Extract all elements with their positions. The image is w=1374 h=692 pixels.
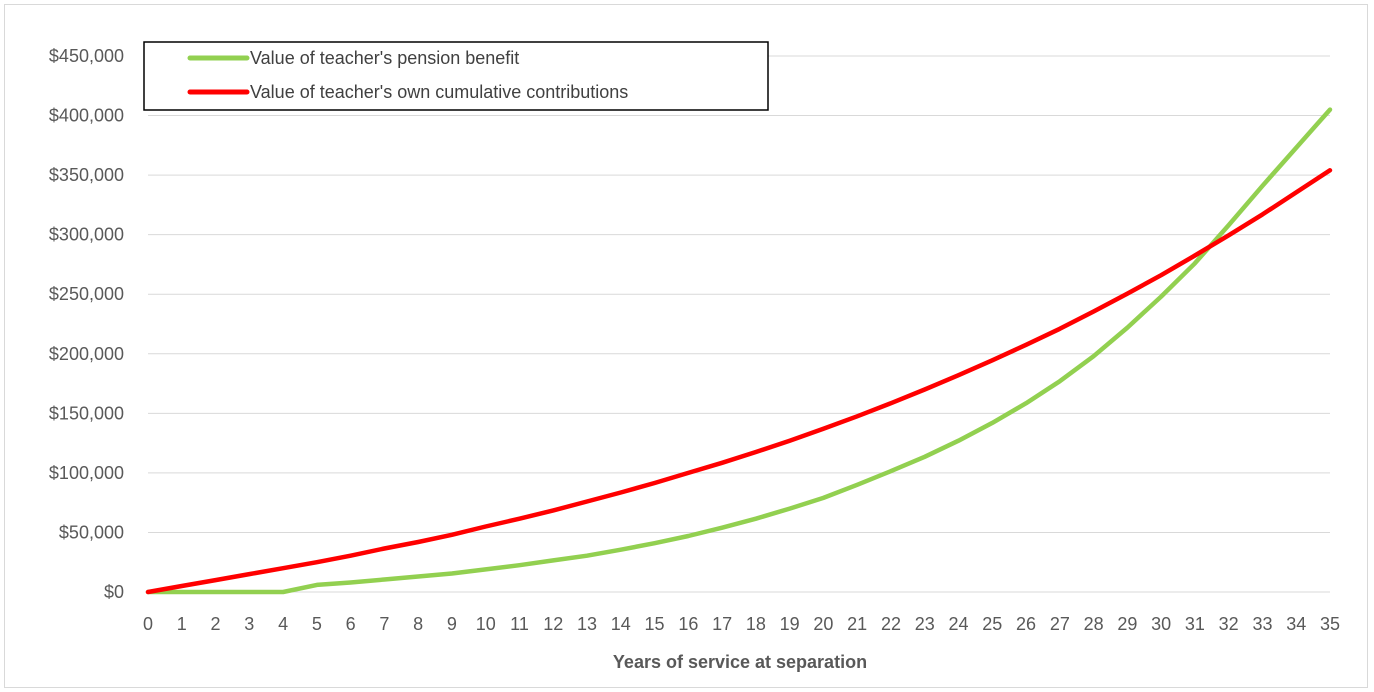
x-tick-label: 29 — [1117, 614, 1137, 634]
y-tick-label: $150,000 — [49, 403, 124, 423]
y-tick-label: $250,000 — [49, 284, 124, 304]
x-tick-label: 25 — [982, 614, 1002, 634]
y-tick-label: $50,000 — [59, 522, 124, 542]
x-tick-label: 9 — [447, 614, 457, 634]
x-tick-label: 2 — [211, 614, 221, 634]
x-tick-label: 18 — [746, 614, 766, 634]
legend-label-1: Value of teacher's pension benefit — [250, 48, 519, 68]
x-tick-label: 0 — [143, 614, 153, 634]
x-tick-label: 20 — [813, 614, 833, 634]
y-tick-label: $0 — [104, 582, 124, 602]
x-tick-label: 15 — [645, 614, 665, 634]
x-tick-label: 30 — [1151, 614, 1171, 634]
x-tick-label: 11 — [510, 614, 529, 634]
y-tick-label: $400,000 — [49, 106, 124, 126]
legend-box — [143, 41, 769, 111]
x-tick-label: 33 — [1252, 614, 1272, 634]
x-tick-label: 4 — [278, 614, 288, 634]
x-axis-title: Years of service at separation — [613, 652, 867, 672]
x-tick-label: 26 — [1016, 614, 1036, 634]
legend: Value of teacher's pension benefit Value … — [143, 41, 769, 111]
chart-frame — [4, 4, 1368, 688]
x-tick-label: 14 — [611, 614, 631, 634]
x-tick-label: 16 — [678, 614, 698, 634]
y-tick-label: $450,000 — [49, 46, 124, 66]
y-tick-label: $300,000 — [49, 225, 124, 245]
x-tick-label: 23 — [915, 614, 935, 634]
x-tick-label: 19 — [780, 614, 800, 634]
x-tick-label: 22 — [881, 614, 901, 634]
x-tick-label: 8 — [413, 614, 423, 634]
x-tick-label: 28 — [1084, 614, 1104, 634]
x-tick-label: 17 — [712, 614, 732, 634]
x-tick-label: 7 — [379, 614, 389, 634]
series-line-2 — [145, 168, 1333, 595]
x-tick-label: 21 — [847, 614, 867, 634]
x-tick-label: 13 — [577, 614, 597, 634]
y-tick-label: $100,000 — [49, 463, 124, 483]
gridlines — [148, 55, 1330, 533]
x-tick-label: 6 — [346, 614, 356, 634]
legend-label-2: Value of teacher's own cumulative contri… — [250, 82, 628, 102]
x-tick-label: 5 — [312, 614, 322, 634]
y-tick-label: $350,000 — [49, 165, 124, 185]
x-tick-label: 10 — [476, 614, 496, 634]
x-tick-label: 3 — [244, 614, 254, 634]
x-tick-label: 31 — [1185, 614, 1205, 634]
y-tick-label: $200,000 — [49, 344, 124, 364]
x-tick-label: 24 — [948, 614, 968, 634]
x-tick-label: 27 — [1050, 614, 1070, 634]
series-line-1 — [145, 107, 1333, 595]
x-tick-label: 1 — [177, 614, 187, 634]
x-tick-label: 34 — [1286, 614, 1306, 634]
x-tick-label: 12 — [543, 614, 563, 634]
x-tick-label: 32 — [1219, 614, 1239, 634]
series-lines — [145, 107, 1333, 595]
y-axis-tick-labels: $0 $50,000 $100,000 $150,000 $200,000 $250,00… — [49, 46, 124, 602]
x-tick-label: 35 — [1320, 614, 1340, 634]
x-axis-tick-labels: 0 1 2 3 4 5 6 7 8 9 10 11 12 13 14 15 16 17 18 19 20 21 22 23 24… — [143, 614, 1340, 634]
